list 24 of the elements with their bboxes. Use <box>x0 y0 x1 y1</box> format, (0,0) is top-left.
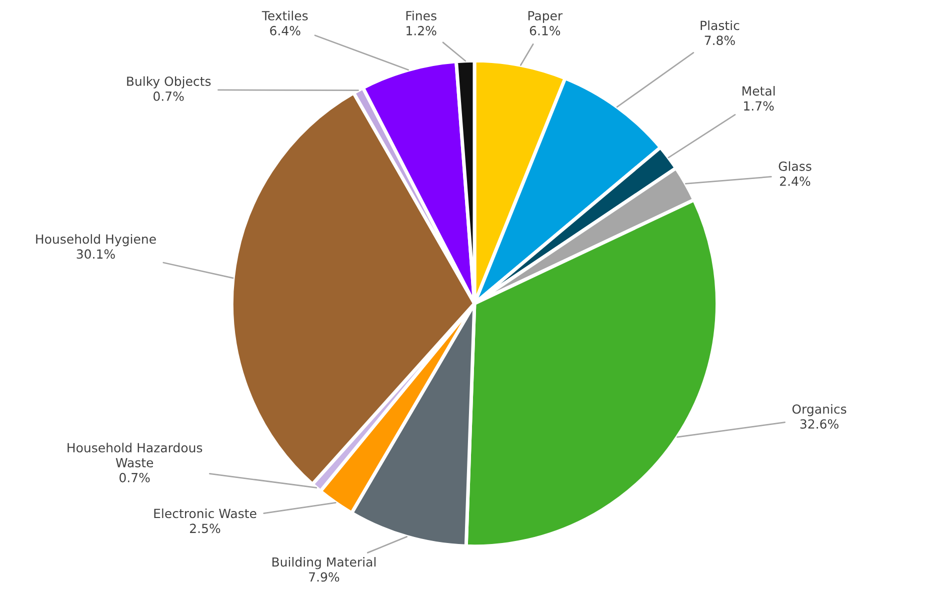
data-label: 2.4% <box>780 176 810 186</box>
slice-label: Building Material <box>272 557 376 570</box>
data-label: 30.1% <box>76 249 115 259</box>
slice-label: Household Hygiene <box>36 234 156 246</box>
slice-label: Electronic Waste <box>154 508 256 518</box>
data-label: 6.4% <box>270 26 300 36</box>
data-label: 2.5% <box>190 524 220 534</box>
data-label: 6.1% <box>530 26 560 36</box>
slice-label: Bulky Objects <box>127 76 211 88</box>
slice-label: Paper <box>528 11 563 23</box>
data-label: 1.2% <box>406 26 436 36</box>
slice-label: Household Hazardous Waste <box>68 442 202 468</box>
slice-label: Organics <box>792 404 846 416</box>
data-label: 1.7% <box>744 101 774 111</box>
slice-label: Metal <box>742 86 775 96</box>
slice-label: Plastic <box>700 20 740 30</box>
slice-label: Glass <box>778 161 812 171</box>
data-label: 7.9% <box>309 572 340 582</box>
data-label: 7.8% <box>704 36 735 46</box>
slice-label: Textiles <box>262 10 308 20</box>
data-label: 0.7% <box>120 472 150 482</box>
slice-label: Fines <box>406 10 436 20</box>
data-label: 0.7% <box>154 91 184 101</box>
data-label: 32.6% <box>800 419 838 429</box>
